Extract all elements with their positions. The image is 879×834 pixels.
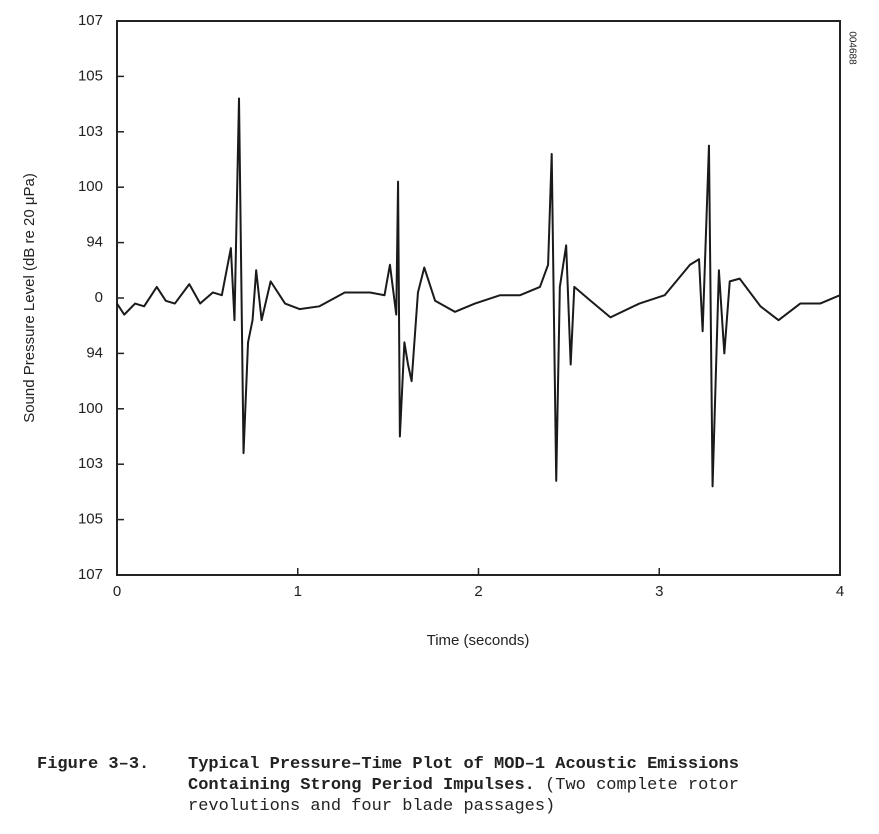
side-code: 004688 [846,31,857,65]
y-tick-label: 105 [78,511,103,528]
x-tick-label: 0 [113,583,121,600]
figure-number: Figure 3–3. [37,755,150,774]
x-axis-label: Time (seconds) [427,632,530,649]
y-tick-label: 94 [86,234,103,251]
x-tick-label: 4 [836,583,844,600]
y-tick-label: 100 [78,400,103,417]
y-tick-label: 105 [78,67,103,84]
x-tick-label: 3 [655,583,663,600]
y-tick-label: 94 [86,344,103,361]
caption-title: Typical Pressure–Time Plot of MOD–1 Acou… [188,755,739,795]
signal-line [116,97,841,488]
x-tick-label: 2 [474,583,482,600]
chart: Sound Pressure Level (dB re 20 μPa) Time… [21,12,857,649]
x-tick-label: 1 [294,583,302,600]
caption-body: Typical Pressure–Time Plot of MOD–1 Acou… [188,754,848,817]
caption-note: (Two complete rotor revolutions and four… [188,776,739,816]
y-tick-label: 107 [78,566,103,583]
y-axis-label: Sound Pressure Level (dB re 20 μPa) [21,173,38,423]
y-tick-label: 100 [78,178,103,195]
plot-frame [116,20,841,576]
y-tick-label: 0 [95,289,103,306]
y-tick-label: 107 [78,12,103,29]
y-tick-label: 103 [78,123,103,140]
y-tick-label: 103 [78,455,103,472]
